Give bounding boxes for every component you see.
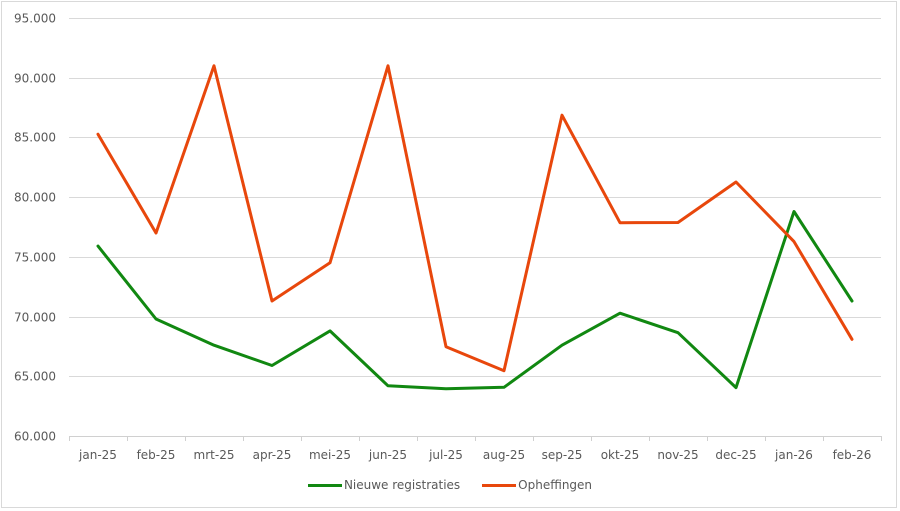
y-tick-label: 95.000	[14, 12, 56, 26]
y-tick-label: 70.000	[14, 311, 56, 325]
x-tick-label: jun-25	[368, 448, 407, 462]
x-tick-label: okt-25	[601, 448, 640, 462]
y-tick-label: 80.000	[14, 191, 56, 205]
x-tick-label: apr-25	[253, 448, 292, 462]
x-tick-label: mrt-25	[194, 448, 235, 462]
legend-swatch-green	[307, 483, 342, 487]
y-axis: 60.000 65.000 70.000 75.000 80.000 85.000 90.0…	[14, 12, 56, 444]
legend: Nieuwe registraties Opheffingen	[0, 478, 900, 492]
x-tick-label: jan-26	[774, 448, 813, 462]
series-lines	[96, 64, 854, 391]
x-axis: jan-25 feb-25 mrt-25 apr-25 mei-25 jun-25 jul-…	[69, 436, 882, 462]
legend-label: Opheffingen	[518, 478, 593, 492]
x-tick-label: jan-25	[78, 448, 117, 462]
x-tick-label: sep-25	[542, 448, 583, 462]
x-tick-label: mei-25	[309, 448, 351, 462]
series-line-opheffingen[interactable]	[96, 64, 854, 373]
legend-item-nieuwe-registraties[interactable]: Nieuwe registraties	[307, 478, 461, 492]
series-line-nieuwe-registraties[interactable]	[96, 210, 854, 391]
x-tick-label: feb-26	[833, 448, 872, 462]
gridlines	[69, 18, 881, 437]
y-tick-label: 90.000	[14, 72, 56, 86]
x-tick-label: feb-25	[137, 448, 176, 462]
x-tick-label: nov-25	[657, 448, 698, 462]
y-tick-label: 65.000	[14, 370, 56, 384]
legend-item-opheffingen[interactable]: Opheffingen	[482, 478, 592, 492]
x-tick-label: aug-25	[483, 448, 525, 462]
legend-label: Nieuwe registraties	[343, 478, 461, 492]
legend-swatch-orange	[482, 483, 517, 487]
y-tick-label: 85.000	[14, 131, 56, 145]
y-tick-label: 60.000	[14, 430, 56, 444]
x-tick-label: dec-25	[715, 448, 756, 462]
y-tick-label: 75.000	[14, 251, 56, 265]
x-tick-label: jul-25	[428, 448, 463, 462]
